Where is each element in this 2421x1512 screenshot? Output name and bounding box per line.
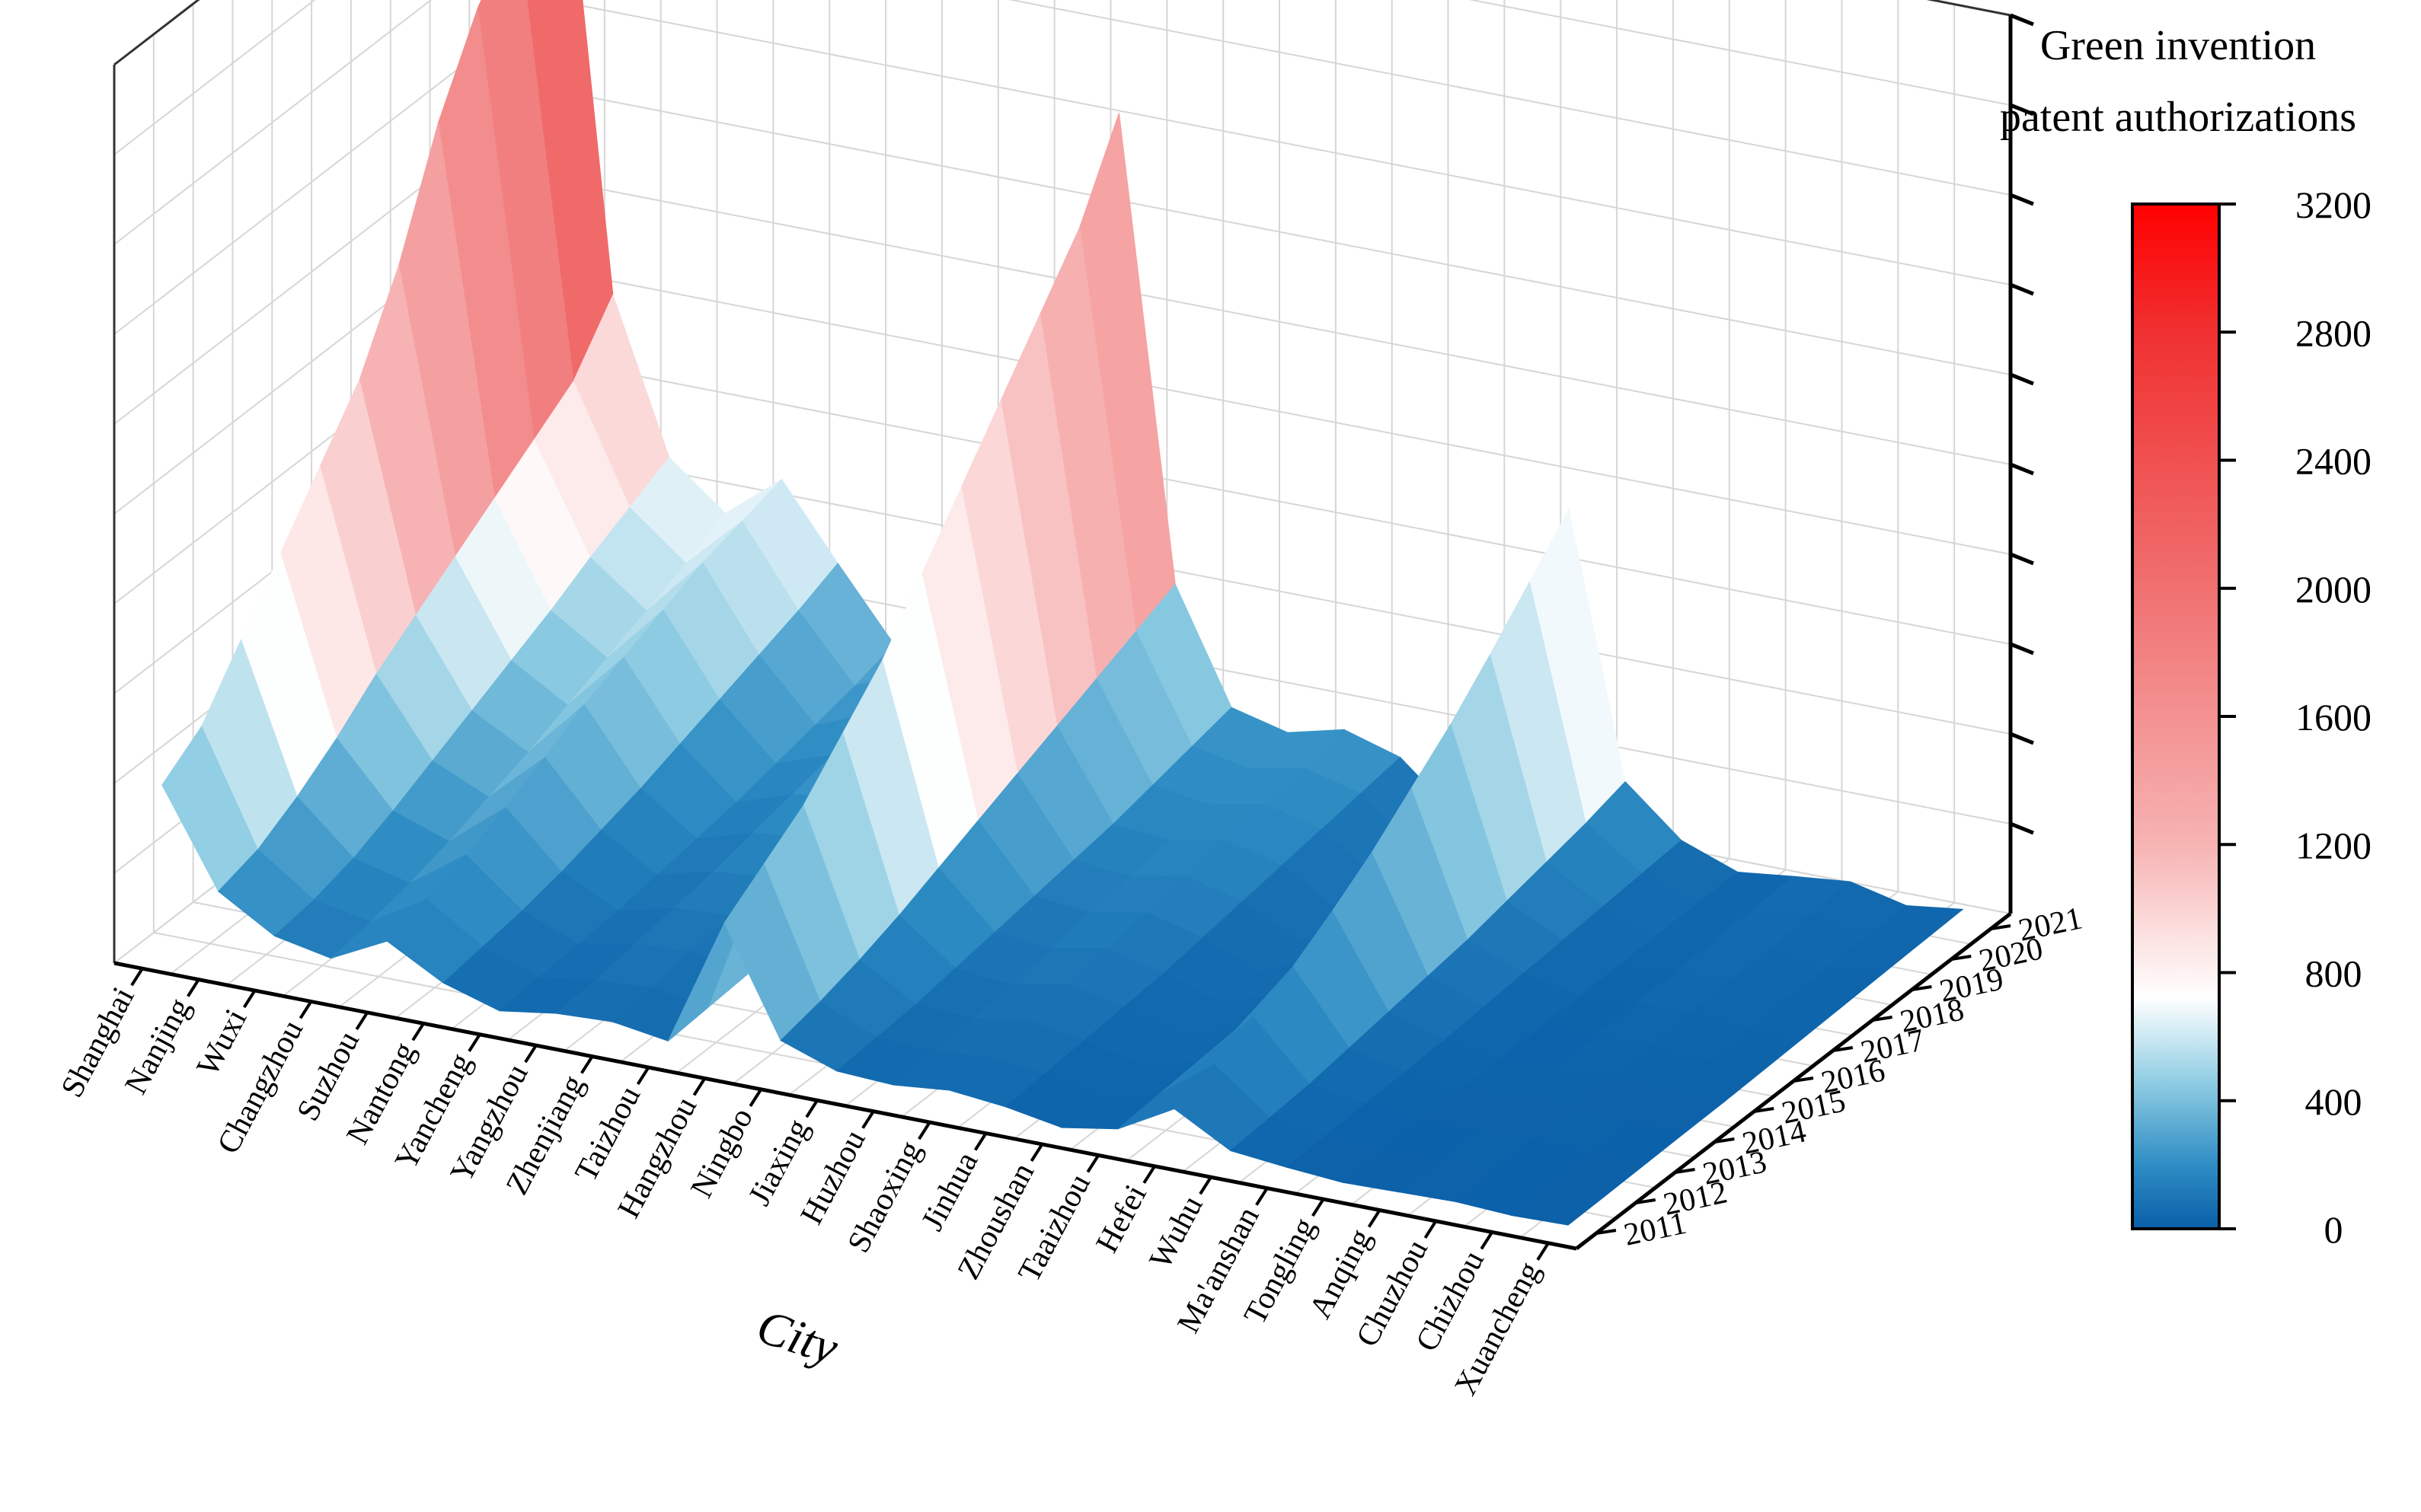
x-tick: [861, 1110, 875, 1129]
y-tick: [1635, 1198, 1656, 1204]
grid-line: [548, 0, 2011, 285]
colorbar-tick-label: 400: [2305, 1080, 2362, 1123]
x-tick: [1480, 1231, 1493, 1250]
surface-cell: [1510, 1184, 1609, 1226]
x-tick: [1199, 1176, 1212, 1195]
grid-line: [548, 88, 2011, 375]
z-tick: [2010, 13, 2034, 27]
x-tick-label: Wuhu: [1143, 1190, 1210, 1274]
x-axis-line: [113, 961, 1577, 1251]
x-tick: [1086, 1154, 1100, 1173]
z-tick: [2010, 552, 2034, 566]
y-tick: [1990, 924, 2011, 930]
colorbar-tick-label: 800: [2305, 952, 2362, 995]
y-tick: [1675, 1168, 1695, 1174]
grid-line: [113, 0, 316, 155]
colorbar-tick-label: 0: [2324, 1208, 2343, 1251]
colorbar-tick-label: 1600: [2295, 696, 2371, 738]
y-tick: [1753, 1107, 1774, 1113]
y-tick: [1832, 1046, 1854, 1052]
x-tick: [1030, 1143, 1044, 1163]
y-tick: [1595, 1229, 1617, 1235]
y-tick-label: 2021: [2016, 901, 2086, 948]
x-tick: [1311, 1198, 1325, 1217]
x-tick-label: Wuxi: [190, 1003, 254, 1082]
z-tick: [2010, 282, 2034, 296]
colorbar-tick-label: 2800: [2295, 311, 2371, 354]
x-tick: [1142, 1165, 1156, 1184]
x-tick: [468, 1033, 481, 1052]
z-tick: [2010, 103, 2034, 116]
z-tick: [2010, 642, 2034, 656]
grid-line: [548, 268, 2011, 555]
x-tick: [918, 1121, 931, 1140]
colorbar-title-line-1: Green invention: [2040, 22, 2316, 69]
y-tick: [1912, 985, 1932, 991]
surface: [161, 0, 1964, 1226]
y-tick: [1872, 1016, 1892, 1022]
x-tick: [411, 1022, 425, 1041]
x-tick: [355, 1011, 369, 1030]
colorbar-tick-label: 2400: [2295, 440, 2371, 483]
z-tick: [2010, 462, 2034, 476]
x-tick: [130, 968, 144, 987]
grid-line: [1468, 0, 2011, 106]
z-tick: [2010, 193, 2034, 206]
x-tick: [242, 989, 257, 1009]
x-tick: [1367, 1209, 1381, 1228]
colorbar-ticks: 0 400 800 1200 1600 2000 2400 2800 3200: [2219, 183, 2371, 1251]
z-tick: [2010, 732, 2034, 745]
x-tick: [187, 978, 200, 997]
x-axis-title: City: [751, 1299, 845, 1376]
colorbar-gradient: [2131, 203, 2221, 1230]
y-tick: [1793, 1077, 1814, 1083]
x-tick: [299, 1000, 313, 1019]
colorbar-tick-label: 3200: [2295, 183, 2371, 226]
grid-line: [548, 178, 2011, 465]
x-tick: [1536, 1242, 1550, 1261]
grid-line: [548, 358, 2011, 645]
z-tick: [2010, 821, 2034, 835]
colorbar-tick-label: 2000: [2295, 568, 2371, 611]
x-tick: [1423, 1220, 1438, 1239]
grid-line: [1008, 0, 2011, 196]
x-tick: [1255, 1187, 1269, 1206]
x-tick: [692, 1077, 707, 1096]
colorbar-title-line-2: patent authorizations: [2000, 94, 2356, 141]
x-tick: [524, 1045, 538, 1064]
x-tick: [636, 1066, 650, 1086]
x-tick: [805, 1099, 819, 1118]
box-edge: [113, 0, 200, 66]
x-tick: [749, 1088, 762, 1107]
colorbar: Green invention patent authorizations 0 4…: [2000, 22, 2371, 1251]
grid-line: [113, 0, 433, 245]
x-tick: [580, 1055, 594, 1074]
y-tick: [1714, 1137, 1735, 1144]
colorbar-tick-label: 1200: [2295, 824, 2371, 866]
x-tick-label: Hefei: [1090, 1179, 1154, 1258]
z-tick: [2010, 372, 2034, 386]
x-tick: [973, 1132, 988, 1151]
y-tick: [1950, 955, 1972, 961]
